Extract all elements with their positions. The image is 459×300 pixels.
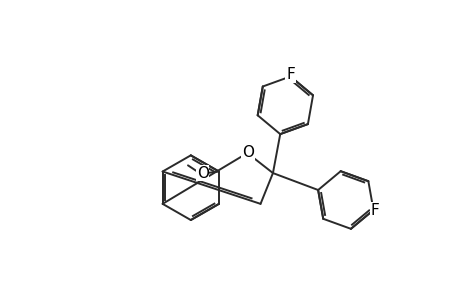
Text: F: F (285, 68, 294, 82)
Text: O: O (241, 145, 254, 160)
Text: O: O (196, 166, 208, 181)
Text: F: F (370, 202, 379, 217)
